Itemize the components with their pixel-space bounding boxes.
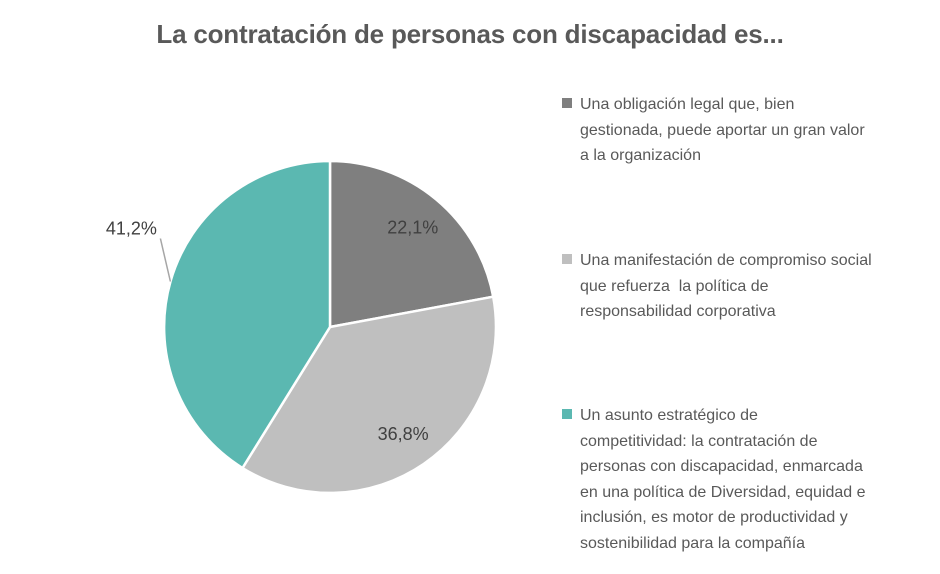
pie-slice-compromiso-social bbox=[241, 295, 498, 495]
legend-label-asunto-estrategico: Un asunto estratégico de competitividad:… bbox=[580, 407, 866, 552]
legend-swatch-compromiso-social bbox=[562, 254, 572, 264]
legend-item-asunto-estrategico: Un asunto estratégico de competitividad:… bbox=[562, 403, 866, 556]
legend-swatch-obligacion-legal bbox=[562, 98, 572, 108]
pie-slice-obligacion-legal bbox=[328, 159, 495, 329]
legend-item-compromiso-social: Una manifestación de compromiso social q… bbox=[562, 248, 872, 325]
legend-label-obligacion-legal: Una obligación legal que, bien gestionad… bbox=[580, 96, 865, 164]
pie-label-asunto-estrategico: 41,2% bbox=[106, 219, 157, 239]
legend-swatch-asunto-estrategico bbox=[562, 409, 572, 419]
pie-label-obligacion-legal: 22,1% bbox=[387, 217, 438, 237]
legend: Una obligación legal que, bien gestionad… bbox=[562, 0, 937, 574]
pie-label-compromiso-social: 36,8% bbox=[378, 424, 429, 444]
pie-slice-asunto-estrategico bbox=[162, 159, 332, 470]
chart-title: La contratación de personas con discapac… bbox=[156, 19, 784, 49]
legend-item-obligacion-legal: Una obligación legal que, bien gestionad… bbox=[562, 92, 865, 169]
legend-label-compromiso-social: Una manifestación de compromiso social q… bbox=[580, 252, 872, 320]
leader-line-asunto-estrategico bbox=[159, 238, 172, 282]
